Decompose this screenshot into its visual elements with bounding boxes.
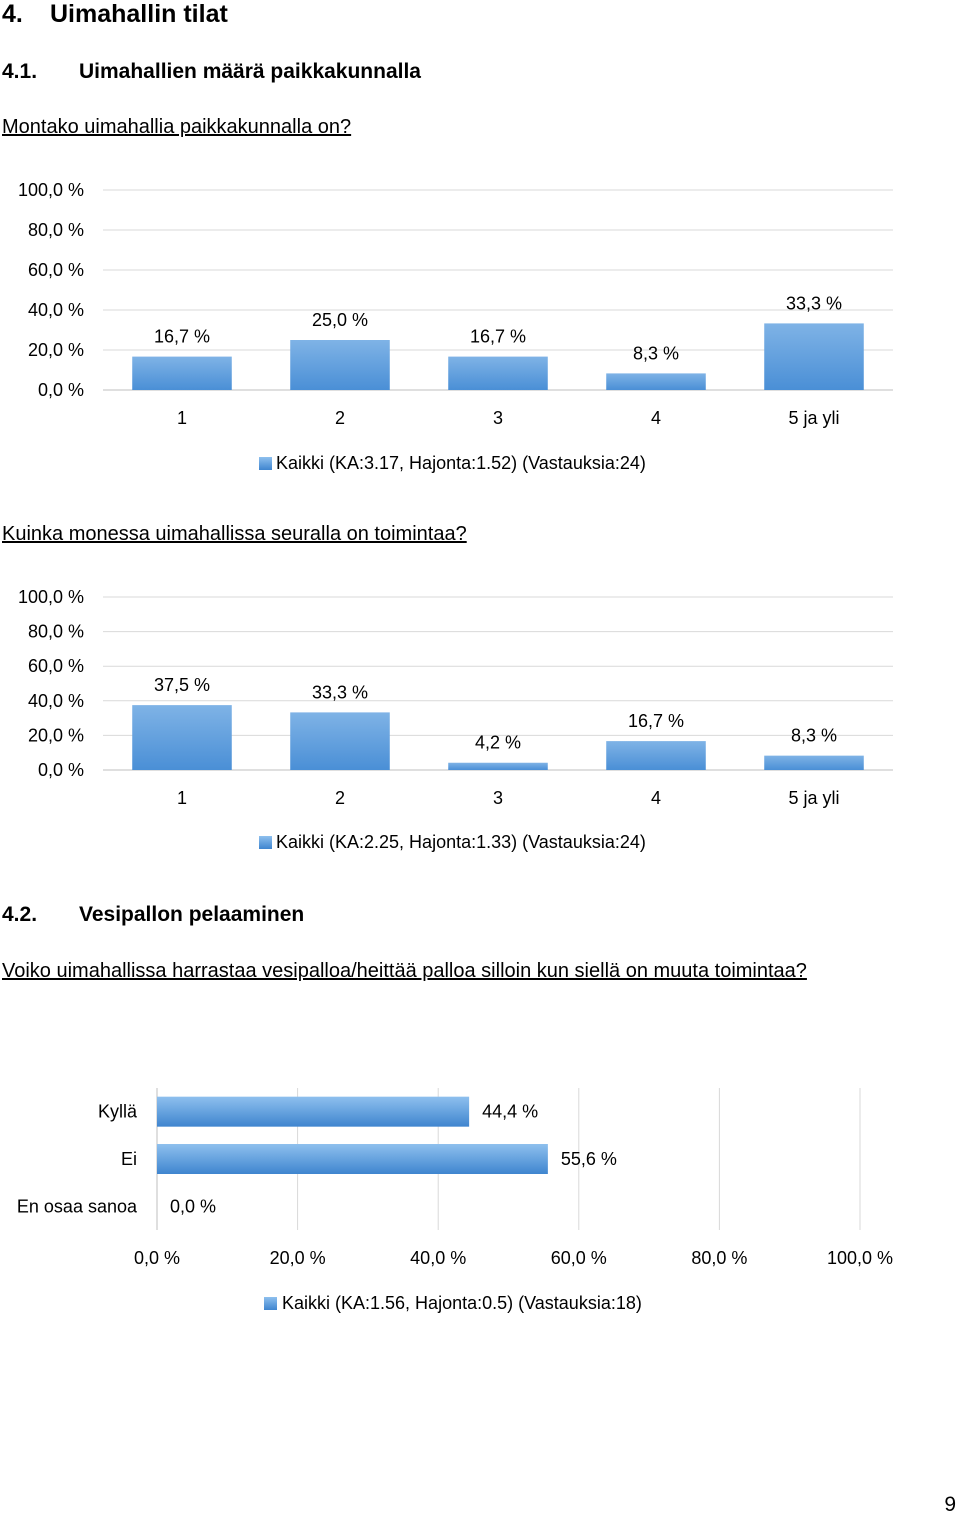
data-label: 16,7 %	[154, 327, 210, 347]
y-tick-label: 20,0 %	[28, 340, 84, 360]
bar	[157, 1096, 470, 1127]
x-tick-label: 3	[493, 788, 503, 808]
x-tick-label: 2	[335, 408, 345, 428]
section-number: 4.	[2, 0, 23, 28]
legend-label: Kaikki (KA:1.56, Hajonta:0.5) (Vastauksi…	[282, 1293, 642, 1313]
bar	[764, 755, 864, 770]
bar	[132, 356, 232, 390]
chart-uimahallien-maara: 0,0 % 20,0 % 40,0 % 60,0 % 80,0 % 100,0 % 16,7…	[18, 180, 893, 473]
data-label: 8,3 %	[791, 726, 837, 746]
section-heading: 4. Uimahallin tilat	[2, 0, 228, 29]
y-tick-label: 80,0 %	[28, 622, 84, 642]
bar	[448, 762, 548, 770]
bar	[290, 340, 390, 390]
legend-label: Kaikki (KA:2.25, Hajonta:1.33) (Vastauks…	[276, 832, 646, 852]
x-tick-label: 3	[493, 408, 503, 428]
data-label: 55,6 %	[561, 1149, 617, 1169]
x-tick-label: 0,0 %	[134, 1248, 180, 1268]
x-tick-label: 4	[651, 408, 661, 428]
x-tick-label: 1	[177, 788, 187, 808]
bar	[606, 373, 706, 390]
chart-seuran-toiminta-uimahalleissa: 0,0 % 20,0 % 40,0 % 60,0 % 80,0 % 100,0 % 37,5…	[18, 587, 893, 852]
data-label: 33,3 %	[786, 293, 842, 313]
data-label: 4,2 %	[475, 733, 521, 753]
data-label: 37,5 %	[154, 675, 210, 695]
y-tick-label: 40,0 %	[28, 300, 84, 320]
y-tick-label: 0,0 %	[38, 760, 84, 780]
bar	[290, 712, 390, 770]
subsection-number: 4.2.	[2, 903, 38, 926]
subsection-title: Vesipallon pelaaminen	[79, 903, 305, 926]
y-tick-label: 100,0 %	[18, 180, 84, 200]
legend-swatch	[259, 836, 272, 849]
chart-vesipallo: 0,0 % 20,0 % 40,0 % 60,0 % 80,0 % 100,0 % 44,4…	[17, 1088, 893, 1313]
y-tick-label: 20,0 %	[28, 725, 84, 745]
question-3: Voiko uimahallissa harrastaa vesipalloa/…	[2, 960, 807, 982]
legend-swatch	[264, 1297, 277, 1310]
data-label: 33,3 %	[312, 682, 368, 702]
data-label: 16,7 %	[628, 711, 684, 731]
page-number: 9	[944, 1493, 956, 1516]
y-tick-label: 80,0 %	[28, 220, 84, 240]
legend-swatch	[259, 457, 272, 470]
x-tick-label: 60,0 %	[551, 1248, 607, 1268]
y-tick-label: 60,0 %	[28, 260, 84, 280]
subsection-heading-1: 4.1. Uimahallien määrä paikkakunnalla	[2, 60, 421, 84]
y-tick-label: 60,0 %	[28, 656, 84, 676]
data-label: 44,4 %	[482, 1102, 538, 1122]
category-label: En osaa sanoa	[17, 1196, 138, 1216]
x-tick-label: 40,0 %	[410, 1248, 466, 1268]
question-1: Montako uimahallia paikkakunnalla on?	[2, 116, 352, 138]
y-tick-label: 0,0 %	[38, 380, 84, 400]
bar	[157, 1144, 548, 1174]
data-label: 25,0 %	[312, 310, 368, 330]
category-label: Kyllä	[98, 1102, 138, 1122]
x-tick-label: 80,0 %	[691, 1248, 747, 1268]
x-tick-label: 20,0 %	[270, 1248, 326, 1268]
data-label: 8,3 %	[633, 343, 679, 363]
x-tick-label: 5 ja yli	[788, 788, 839, 808]
data-label: 0,0 %	[170, 1196, 216, 1216]
subsection-title: Uimahallien määrä paikkakunnalla	[79, 60, 421, 83]
y-tick-label: 40,0 %	[28, 691, 84, 711]
x-tick-label: 100,0 %	[827, 1248, 893, 1268]
bar	[448, 356, 548, 390]
x-tick-label: 2	[335, 788, 345, 808]
question-2: Kuinka monessa uimahallissa seuralla on …	[2, 523, 467, 545]
legend-label: Kaikki (KA:3.17, Hajonta:1.52) (Vastauks…	[276, 453, 646, 473]
subsection-heading-2: 4.2. Vesipallon pelaaminen	[2, 903, 304, 927]
x-tick-label: 5 ja yli	[788, 408, 839, 428]
bar	[764, 323, 864, 390]
subsection-number: 4.1.	[2, 60, 38, 83]
bar	[132, 705, 232, 770]
data-label: 16,7 %	[470, 327, 526, 347]
bar	[606, 741, 706, 770]
y-tick-label: 100,0 %	[18, 587, 84, 607]
x-tick-label: 4	[651, 788, 661, 808]
x-tick-label: 1	[177, 408, 187, 428]
category-label: Ei	[121, 1149, 137, 1169]
section-title: Uimahallin tilat	[50, 0, 228, 28]
